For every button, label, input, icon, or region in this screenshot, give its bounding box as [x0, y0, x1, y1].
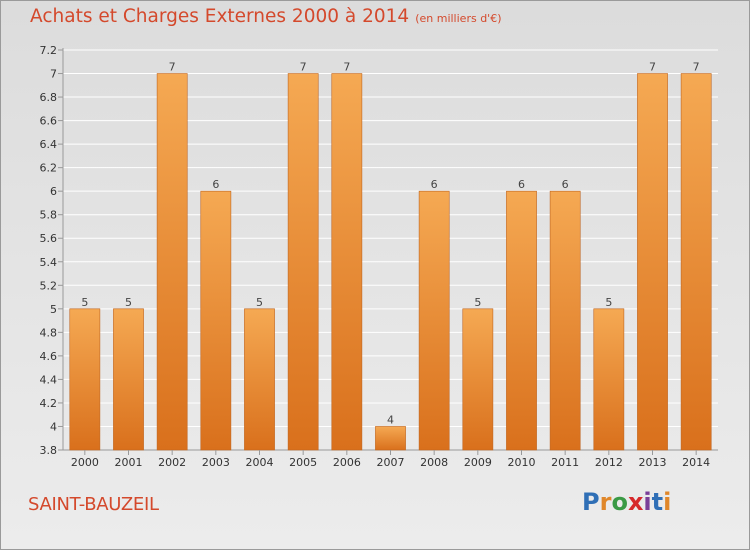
bar — [593, 308, 625, 451]
y-tick-label: 5 — [50, 303, 57, 316]
y-tick-label: 4 — [50, 420, 57, 433]
x-tick-label: 2014 — [682, 456, 710, 469]
y-tick-label: 5.4 — [40, 256, 58, 269]
bar-value-label: 5 — [256, 296, 263, 309]
x-tick-label: 2004 — [246, 456, 274, 469]
logo-letter: P — [582, 488, 600, 516]
logo-letter: i — [643, 488, 652, 516]
x-tick-label: 2003 — [202, 456, 230, 469]
y-tick-label: 6.8 — [40, 91, 58, 104]
y-tick-label: 5.8 — [40, 209, 58, 222]
logo-letter: t — [651, 488, 664, 516]
x-tick-label: 2006 — [333, 456, 361, 469]
y-tick-label: 4.6 — [40, 350, 58, 363]
y-tick-label: 5.2 — [40, 279, 58, 292]
y-tick-label: 6.4 — [40, 138, 58, 151]
bar-value-label: 4 — [387, 413, 394, 426]
bar — [637, 73, 668, 451]
bar — [244, 308, 275, 451]
y-tick-label: 6 — [50, 185, 57, 198]
x-tick-label: 2013 — [639, 456, 667, 469]
bar-value-label: 7 — [300, 61, 307, 74]
bar-value-label: 7 — [343, 61, 350, 74]
y-tick-label: 7.2 — [40, 44, 58, 57]
bar — [506, 190, 537, 451]
bar-value-label: 6 — [212, 178, 219, 191]
logo-letter: r — [599, 488, 612, 516]
y-tick-label: 3.8 — [40, 444, 58, 457]
x-tick-label: 2008 — [420, 456, 448, 469]
y-tick-label: 4.4 — [40, 373, 58, 386]
bar — [331, 73, 363, 451]
bar-value-label: 6 — [518, 178, 525, 191]
bar — [375, 426, 406, 451]
bar — [418, 190, 450, 451]
bar — [287, 73, 319, 451]
x-tick-label: 2007 — [377, 456, 405, 469]
x-tick-label: 2011 — [551, 456, 579, 469]
x-tick-label: 2000 — [71, 456, 99, 469]
logo-letter: i — [663, 488, 672, 516]
x-tick-label: 2009 — [464, 456, 492, 469]
bar — [462, 308, 494, 451]
bar — [156, 73, 188, 451]
bar-value-label: 5 — [474, 296, 481, 309]
bar — [680, 73, 712, 451]
y-tick-label: 5.6 — [40, 232, 58, 245]
x-tick-label: 2010 — [508, 456, 536, 469]
proxiti-logo: Proxiti — [582, 488, 671, 516]
bar-value-label: 7 — [693, 61, 700, 74]
bar-value-label: 5 — [125, 296, 132, 309]
bar-value-label: 6 — [431, 178, 438, 191]
y-tick-label: 7 — [50, 68, 57, 81]
bar — [69, 308, 101, 451]
bar-value-label: 7 — [169, 61, 176, 74]
bar-value-label: 5 — [605, 296, 612, 309]
title-unit: (en milliers d'€) — [415, 12, 502, 25]
bar — [200, 190, 232, 451]
logo-letter: x — [627, 488, 644, 516]
bar-value-label: 5 — [81, 296, 88, 309]
logo-letter: o — [611, 488, 628, 516]
y-tick-label: 4.8 — [40, 326, 58, 339]
place-name: SAINT-BAUZEIL — [28, 494, 159, 515]
x-tick-label: 2001 — [115, 456, 143, 469]
bar — [113, 308, 144, 451]
x-tick-label: 2012 — [595, 456, 623, 469]
x-tick-label: 2002 — [158, 456, 186, 469]
bar — [549, 190, 581, 451]
y-tick-label: 6.2 — [40, 162, 58, 175]
x-tick-label: 2005 — [289, 456, 317, 469]
bar-value-label: 6 — [562, 178, 569, 191]
y-tick-label: 4.2 — [40, 397, 58, 410]
bar-value-label: 7 — [649, 61, 656, 74]
y-tick-label: 6.6 — [40, 115, 58, 128]
title-text: Achats et Charges Externes 2000 à 2014 — [30, 6, 410, 27]
chart-title: Achats et Charges Externes 2000 à 2014 (e… — [30, 6, 501, 27]
